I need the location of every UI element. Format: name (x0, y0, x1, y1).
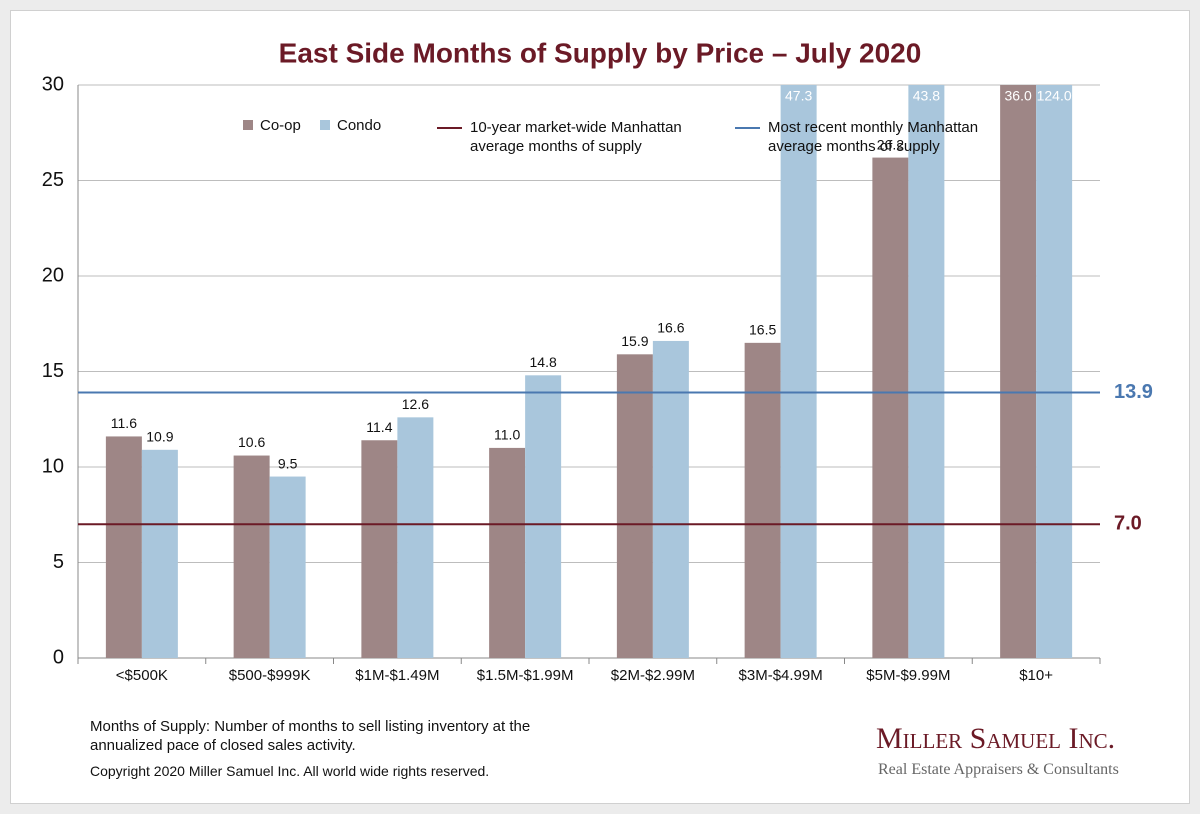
value-label: 10.6 (238, 434, 265, 450)
bar (616, 354, 653, 658)
value-label: 15.9 (621, 333, 648, 349)
legend-swatch (320, 120, 330, 130)
value-label: 36.0 (1005, 88, 1032, 104)
bar (744, 342, 781, 658)
value-label: 47.3 (785, 88, 812, 104)
x-tick-label: <$500K (116, 667, 168, 684)
bar (489, 447, 526, 658)
bar (1000, 85, 1037, 658)
y-tick-label: 20 (42, 264, 64, 286)
value-label: 11.4 (366, 419, 392, 435)
copyright: Copyright 2020 Miller Samuel Inc. All wo… (90, 763, 490, 779)
bar (269, 476, 306, 658)
bar (780, 85, 817, 658)
value-label: 12.6 (402, 396, 429, 412)
brand: Miller Samuel Inc. (876, 722, 1116, 755)
x-tick-label: $1M-$1.49M (355, 667, 439, 684)
y-tick-label: 25 (42, 169, 64, 191)
x-tick-label: $1.5M-$1.99M (477, 667, 574, 684)
value-label: 14.8 (530, 354, 557, 370)
legend-label: Condo (337, 117, 381, 134)
x-tick-label: $2M-$2.99M (611, 667, 695, 684)
bar (1036, 85, 1073, 658)
value-label: 11.0 (494, 427, 520, 443)
bar (652, 340, 689, 658)
y-tick-label: 15 (42, 360, 64, 382)
bar (141, 449, 178, 658)
x-tick-label: $10+ (1019, 667, 1053, 684)
x-tick-label: $3M-$4.99M (739, 667, 823, 684)
y-tick-label: 30 (42, 73, 64, 95)
chart-title: East Side Months of Supply by Price – Ju… (279, 37, 922, 68)
x-tick-label: $5M-$9.99M (866, 667, 950, 684)
value-label: 43.8 (913, 88, 940, 104)
bar (908, 85, 945, 658)
y-tick-label: 10 (42, 455, 64, 477)
value-label: 16.5 (749, 322, 776, 338)
bar (525, 375, 562, 658)
y-tick-label: 0 (53, 646, 64, 668)
value-label: 124.0 (1037, 88, 1072, 104)
legend-label: Co-op (260, 117, 301, 134)
value-label: 10.9 (146, 429, 173, 445)
card (10, 10, 1190, 804)
bar (105, 436, 142, 658)
value-label: 16.6 (657, 320, 684, 336)
bar (361, 440, 398, 658)
legend-label: Most recent monthly Manhattan average mo… (768, 119, 979, 155)
note: Months of Supply: Number of months to se… (90, 718, 531, 754)
value-label: 11.6 (111, 415, 137, 431)
legend-swatch (243, 120, 253, 130)
value-label: 9.5 (278, 455, 298, 471)
value-label: 26.2 (877, 136, 904, 152)
legend-label: 10-year market-wide Manhattan average mo… (470, 119, 682, 155)
y-tick-label: 5 (53, 551, 64, 573)
tagline: Real Estate Appraisers & Consultants (878, 761, 1119, 778)
x-tick-label: $500-$999K (229, 667, 311, 684)
bar (872, 157, 909, 658)
reference-label: 13.9 (1114, 381, 1153, 403)
bar (397, 417, 434, 658)
bar (233, 455, 270, 658)
reference-label: 7.0 (1114, 513, 1142, 535)
